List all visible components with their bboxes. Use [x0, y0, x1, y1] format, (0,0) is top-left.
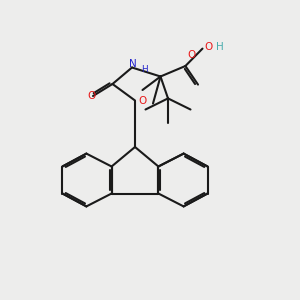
Text: O: O	[87, 91, 96, 101]
Text: O: O	[204, 42, 212, 52]
Text: O: O	[187, 50, 196, 60]
Text: O: O	[138, 95, 147, 106]
Text: H: H	[141, 64, 148, 74]
Text: N: N	[129, 59, 136, 69]
Text: H: H	[216, 42, 224, 52]
